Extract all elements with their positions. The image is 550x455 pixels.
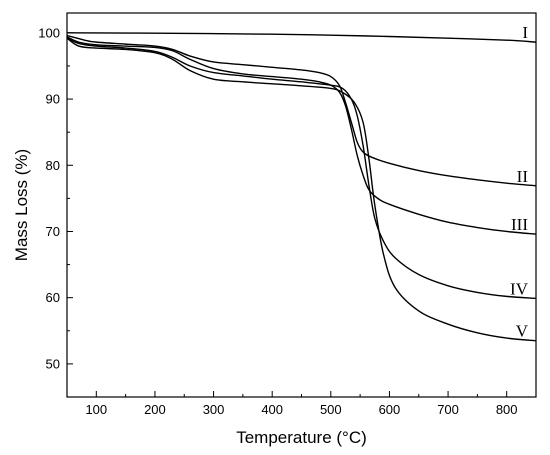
y-tick-label: 60 <box>46 290 60 305</box>
series-label-III: III <box>511 215 528 234</box>
series-line-V <box>66 37 537 342</box>
x-tick-label: 100 <box>85 402 107 417</box>
series-line-II <box>66 34 537 187</box>
y-axis-title: Mass Loss (%) <box>12 149 31 261</box>
y-tick-label: 70 <box>46 224 60 239</box>
y-tick-label: 50 <box>46 356 60 371</box>
series-label-I: I <box>522 23 528 42</box>
series-label-V: V <box>516 322 529 341</box>
series-lines <box>66 32 537 342</box>
x-tick-label: 700 <box>437 402 459 417</box>
x-tick-label: 500 <box>320 402 342 417</box>
x-tick-label: 800 <box>496 402 518 417</box>
series-label-IV: IV <box>510 279 529 298</box>
series-line-I <box>66 32 537 43</box>
x-tick-label: 400 <box>261 402 283 417</box>
y-tick-label: 90 <box>46 92 60 107</box>
x-tick-label: 300 <box>203 402 225 417</box>
series-label-II: II <box>517 167 529 186</box>
y-tick-label: 80 <box>46 158 60 173</box>
series-line-III <box>66 36 537 235</box>
x-tick-label: 200 <box>144 402 166 417</box>
y-tick-label: 100 <box>38 25 60 40</box>
axes: 100 200 300 400 500 600 700 800 50 60 70 80 90 100 <box>38 12 537 417</box>
x-tick-label: 600 <box>379 402 401 417</box>
x-axis-title: Temperature (°C) <box>236 428 367 447</box>
series-line-IV <box>66 36 537 300</box>
